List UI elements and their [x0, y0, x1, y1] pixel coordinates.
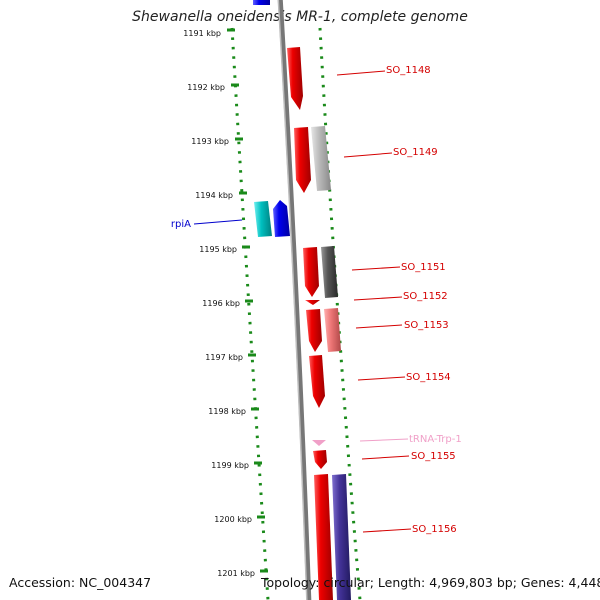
gene-label-so1155: SO_1155: [411, 451, 456, 462]
leader-so1155: [361, 455, 410, 460]
gene-arrow-rpia-cyan: [254, 201, 272, 237]
outer-dotted-boundary: [318, 27, 362, 600]
gene-label-so1149: SO_1149: [393, 147, 438, 158]
leader-rpia: [193, 219, 243, 225]
tick-label: 1201 kbp: [217, 569, 255, 578]
gene-arrow-so1151-partner: [321, 246, 338, 298]
map-title: Shewanella oneidensis MR-1, complete gen…: [132, 9, 468, 25]
genome-backbone-highlight: [277, 0, 308, 600]
gene-arrow-so1149-partner: [311, 126, 331, 191]
tick-label: 1193 kbp: [191, 137, 229, 146]
leader-so1148: [336, 70, 386, 76]
tick-label: 1197 kbp: [205, 353, 243, 362]
inner-dotted-boundary: [230, 27, 270, 600]
leader-so1151: [351, 266, 401, 271]
genome-backbone: [277, 0, 312, 600]
tick-label: 1199 kbp: [211, 461, 249, 470]
gene-arrow-so1148: [287, 47, 303, 110]
gene-label-so1152: SO_1152: [403, 291, 448, 302]
gene-label-rpia: rpiA: [171, 219, 191, 230]
tick-label: 1192 kbp: [187, 83, 225, 92]
gene-arrow-rpia: [273, 200, 290, 237]
gene-arrow-so1153: [306, 309, 322, 352]
gene-arrow-so1155: [313, 450, 327, 469]
gene-arrow-trna-trp: [312, 440, 326, 446]
gene-arrow-so1149: [294, 127, 311, 193]
tick-label: 1198 kbp: [208, 407, 246, 416]
accession-text: Accession: NC_004347: [9, 575, 152, 590]
leader-trna-trp: [359, 438, 409, 442]
gene-arrow-so1156-partner: [332, 474, 351, 600]
leader-so1149: [343, 152, 393, 158]
gene-arrow-top-blue: [253, 0, 270, 5]
genome-summary-text: Topology: circular; Length: 4,969,803 bp…: [261, 575, 600, 590]
leader-so1152: [353, 296, 403, 301]
tick-label: 1196 kbp: [202, 299, 240, 308]
leader-so1156: [362, 528, 412, 533]
gene-label-so1154: SO_1154: [406, 372, 451, 383]
gene-arrow-so1156: [314, 474, 333, 600]
gene-label-so1151: SO_1151: [401, 262, 446, 273]
gene-label-so1148: SO_1148: [386, 65, 431, 76]
tick-label: 1194 kbp: [195, 191, 233, 200]
gene-arrow-so1151: [303, 247, 319, 297]
leader-so1154: [357, 376, 406, 381]
gene-label-trna-trp: tRNA-Trp-1: [409, 434, 462, 445]
gene-label-so1153: SO_1153: [404, 320, 449, 331]
leader-so1153: [355, 324, 403, 329]
gene-arrow-so1152: [305, 300, 320, 305]
tick-label: 1191 kbp: [183, 29, 221, 38]
gene-arrow-so1154: [309, 355, 325, 408]
tick-label: 1195 kbp: [199, 245, 237, 254]
tick-label: 1200 kbp: [214, 515, 252, 524]
gene-label-so1156: SO_1156: [412, 524, 457, 535]
gene-arrow-so1153-partner: [324, 308, 341, 352]
